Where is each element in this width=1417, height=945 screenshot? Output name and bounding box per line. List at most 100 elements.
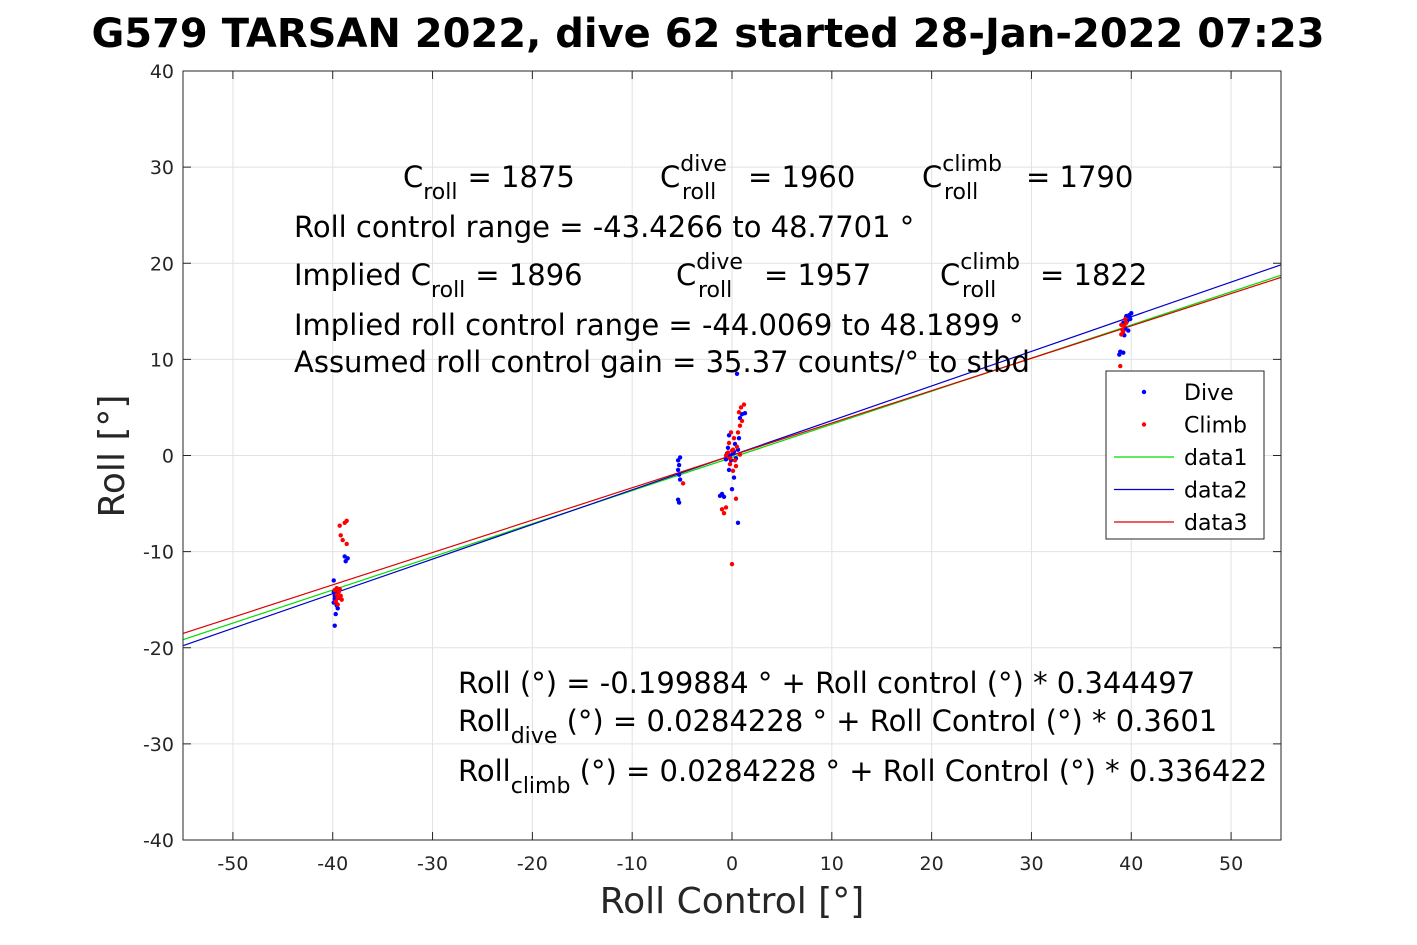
point-climb: [344, 518, 349, 524]
x-axis-label: Roll Control [°]: [600, 881, 865, 922]
legend-label: data2: [1184, 479, 1248, 504]
point-dive: [734, 371, 740, 376]
x-tick-label: -30: [417, 853, 448, 875]
point-dive: [676, 472, 682, 477]
x-tick-label: 40: [1119, 853, 1143, 875]
legend-label: Dive: [1184, 381, 1234, 406]
fit-climb-annotation: Rollclimb (°) = 0.0284228 ° + Roll Contr…: [458, 754, 1267, 799]
point-climb: [338, 533, 343, 538]
implied-c-roll-annotation: Implied Croll = 1896: [294, 258, 583, 303]
point-climb: [339, 597, 344, 602]
y-tick-labels: -40 -30 -20 -10 0 10 20 30 40: [143, 61, 174, 852]
point-dive: [676, 462, 682, 468]
point-dive: [1126, 328, 1131, 333]
annotations: Croll = 1875 Cdive roll = 1960 Cclimb roll = …: [294, 152, 1267, 799]
assumed-gain-annotation: Assumed roll control gain = 35.37 counts…: [294, 345, 1030, 379]
point-dive: [742, 411, 748, 416]
y-tick-label: -30: [143, 734, 174, 756]
legend-label: data3: [1184, 511, 1248, 536]
point-climb: [334, 585, 339, 591]
point-climb: [727, 456, 733, 461]
data-points: [331, 311, 1134, 628]
y-tick-label: -20: [143, 638, 174, 660]
x-tick-label: 20: [920, 853, 944, 875]
implied-c-roll-dive-annotation: Cdive roll = 1957: [676, 250, 871, 303]
point-climb: [728, 430, 734, 435]
implied-c-roll-climb-annotation: Cclimb roll = 1822: [940, 250, 1147, 303]
point-climb: [729, 448, 735, 453]
point-dive: [725, 445, 731, 451]
point-dive: [677, 455, 683, 460]
point-dive: [345, 556, 350, 561]
point-dive: [723, 457, 729, 462]
c-roll-climb-annotation: Cclimb roll = 1790: [922, 152, 1133, 205]
point-dive: [1129, 311, 1134, 316]
point-dive: [333, 611, 338, 617]
point-dive: [731, 475, 737, 480]
point-climb: [1123, 316, 1128, 322]
axes: [182, 70, 1282, 841]
point-climb: [1118, 363, 1123, 369]
y-tick-label: 20: [150, 253, 174, 275]
point-climb: [337, 523, 342, 528]
point-climb: [680, 481, 686, 486]
implied-range-annotation: Implied roll control range = -44.0069 to…: [294, 308, 1024, 342]
point-dive: [332, 623, 337, 628]
x-tick-label: 50: [1219, 853, 1243, 875]
point-climb: [719, 507, 725, 512]
x-tick-label: 30: [1019, 853, 1043, 875]
x-tick-label: -10: [617, 853, 648, 875]
x-tick-label: 0: [726, 853, 738, 875]
point-dive: [335, 606, 340, 611]
point-climb: [340, 537, 345, 543]
chart-title: G579 TARSAN 2022, dive 62 started 28-Jan…: [91, 11, 1324, 57]
point-dive: [675, 467, 681, 473]
point-climb: [739, 418, 745, 424]
y-tick-label: -40: [143, 830, 174, 852]
c-roll-annotation: Croll = 1875: [403, 160, 575, 205]
point-climb: [338, 593, 343, 599]
legend-marker-climb: [1141, 422, 1147, 427]
legend-label: Climb: [1184, 414, 1247, 439]
point-climb: [735, 430, 741, 435]
y-tick-label: 40: [150, 61, 174, 83]
point-dive: [726, 467, 732, 473]
legend: Dive Climb data1 data2 data3: [1105, 370, 1265, 540]
legend-marker-dive: [1141, 389, 1147, 395]
point-dive: [729, 486, 735, 492]
point-climb: [730, 468, 736, 474]
point-climb: [721, 510, 727, 516]
c-roll-dive-annotation: Cdive roll = 1960: [660, 152, 855, 205]
point-climb: [733, 463, 739, 469]
legend-box: [1105, 370, 1265, 540]
point-climb: [731, 435, 737, 441]
point-climb: [1119, 322, 1124, 327]
point-dive: [331, 578, 336, 583]
point-climb: [723, 505, 729, 510]
point-climb: [723, 453, 729, 458]
x-tick-label: 10: [820, 853, 844, 875]
x-tick-label: -20: [517, 853, 548, 875]
roll-control-range-annotation: Roll control range = -43.4266 to 48.7701…: [294, 210, 914, 244]
point-climb: [736, 410, 742, 415]
point-climb: [737, 423, 743, 428]
y-tick-label: 0: [162, 446, 174, 468]
point-climb: [726, 440, 732, 446]
fit-dive-annotation: Rolldive (°) = 0.0284228 ° + Roll Contro…: [458, 704, 1217, 749]
point-climb: [344, 541, 349, 547]
x-tick-labels: -50 -40 -30 -20 -10 0 10 20 30 40 50: [217, 853, 1243, 875]
legend-label: data1: [1184, 446, 1248, 471]
point-climb: [737, 452, 743, 457]
fit-all-annotation: Roll (°) = -0.199884 ° + Roll control (°…: [458, 666, 1195, 700]
y-tick-label: 10: [150, 349, 174, 371]
point-dive: [1128, 316, 1133, 322]
point-climb: [1121, 329, 1126, 334]
point-dive: [735, 520, 741, 525]
point-climb: [732, 458, 738, 463]
point-dive: [677, 477, 683, 482]
point-climb: [335, 602, 340, 607]
y-tick-label: 30: [150, 157, 174, 179]
x-tick-label: -40: [317, 853, 348, 875]
point-climb: [729, 561, 735, 567]
